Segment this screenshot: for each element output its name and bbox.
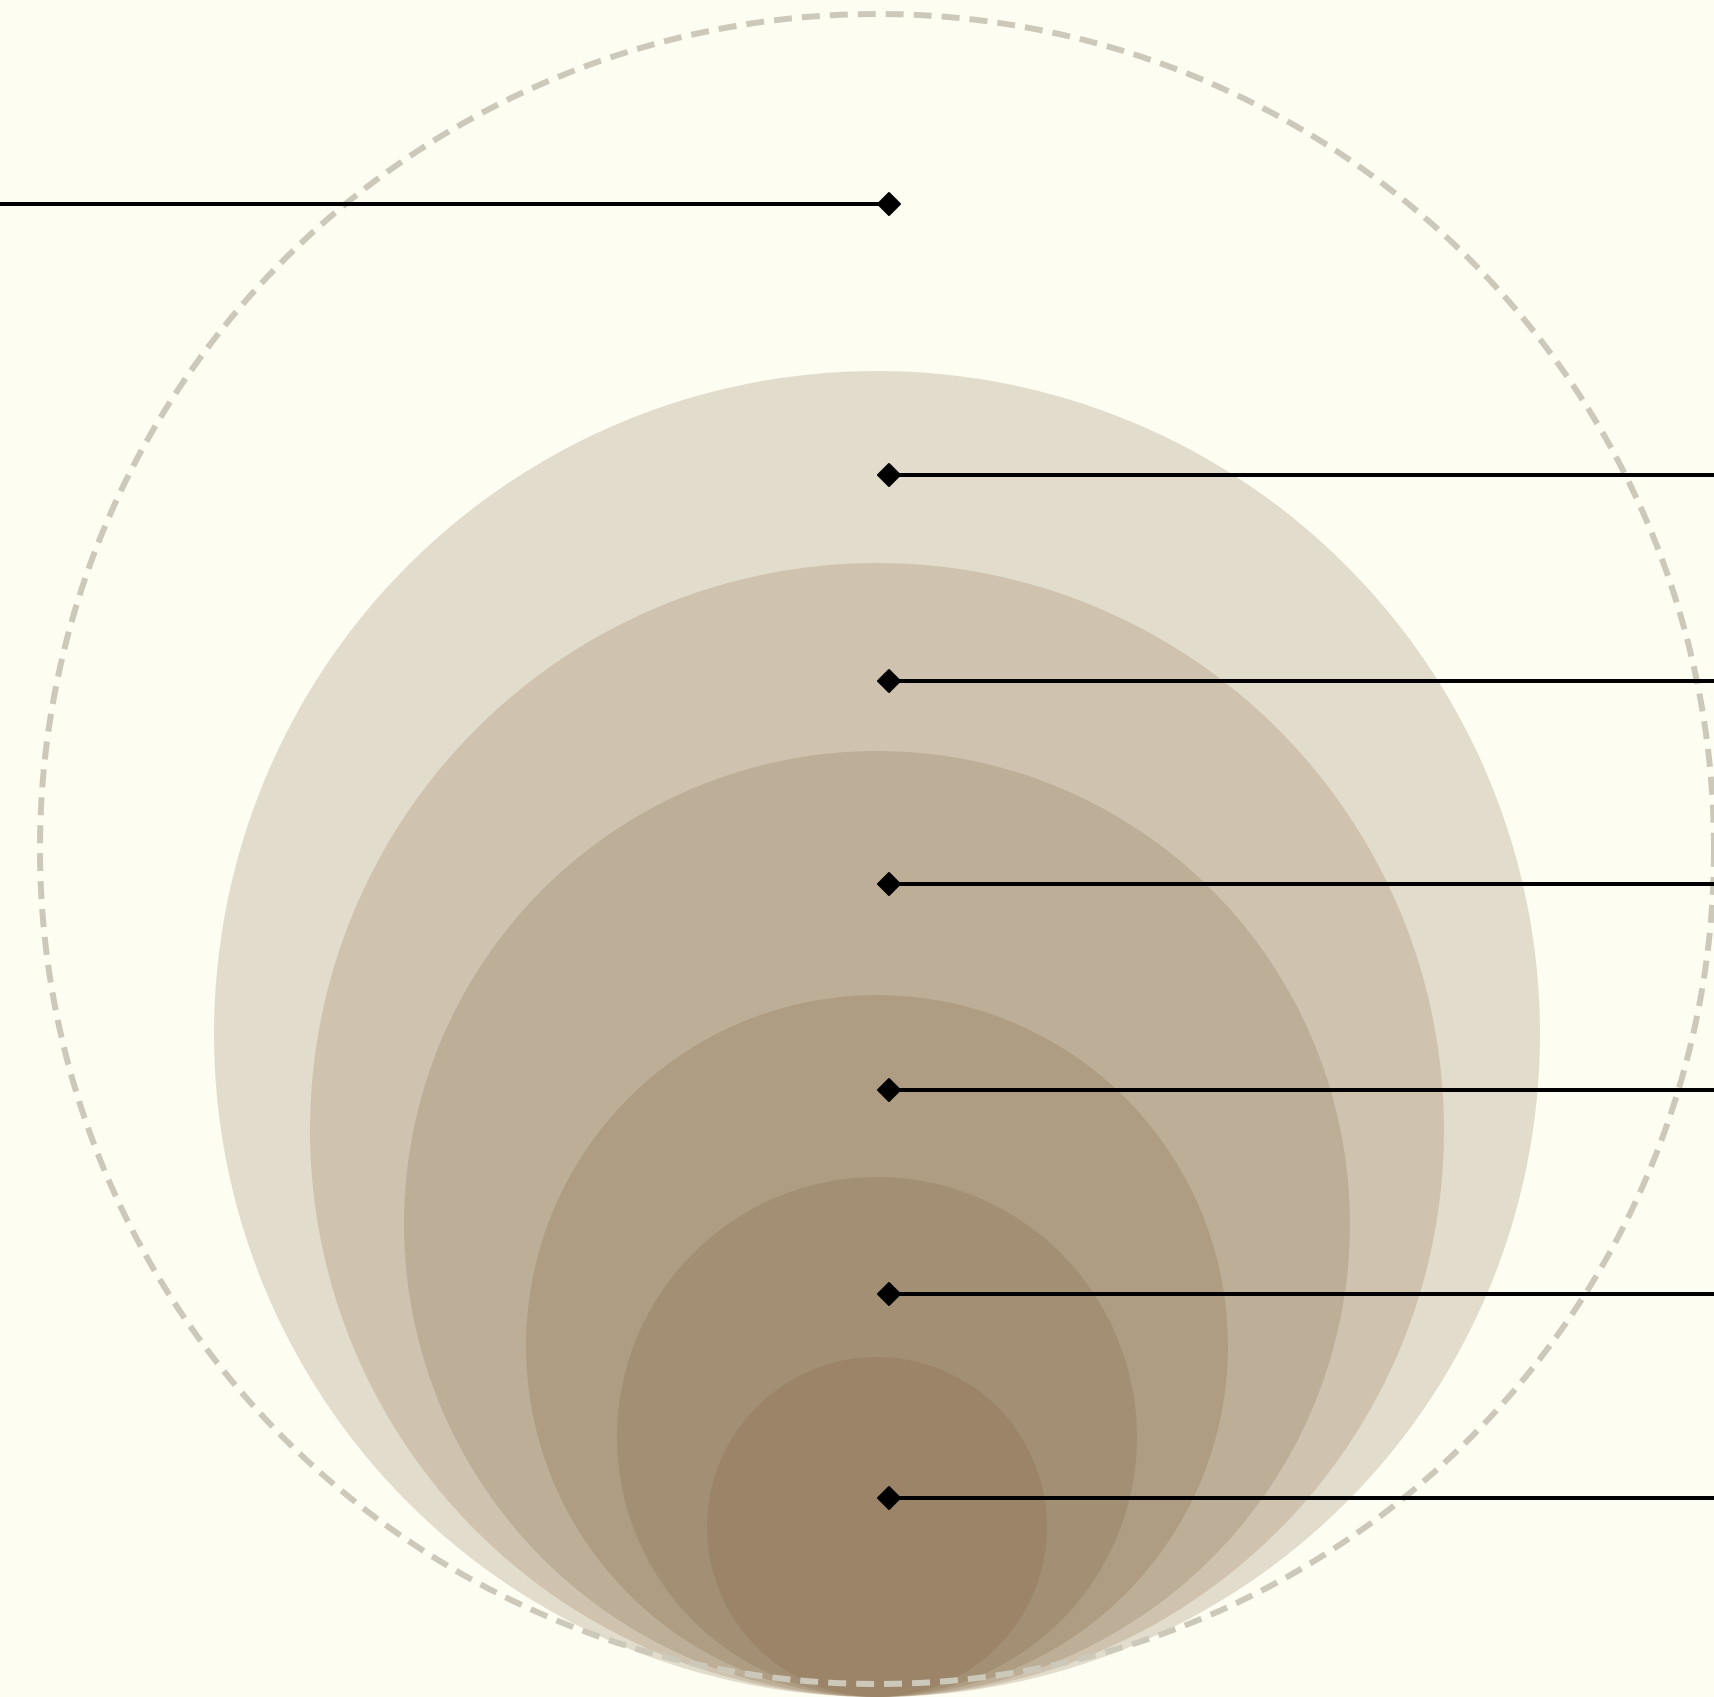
leaders-layer bbox=[0, 192, 1714, 1510]
leader-line-level-6 bbox=[877, 1486, 1714, 1510]
leader-line-level-1-diamond-marker bbox=[877, 463, 901, 487]
leader-line-level-6-diamond-marker bbox=[877, 1486, 901, 1510]
circles-layer bbox=[214, 371, 1540, 1697]
leader-line-level-3-diamond-marker bbox=[877, 872, 901, 896]
leader-line-level-5 bbox=[877, 1282, 1714, 1306]
leader-line-outline bbox=[0, 192, 901, 216]
leader-line-level-1 bbox=[877, 463, 1714, 487]
leader-line-outline-diamond-marker bbox=[877, 192, 901, 216]
leader-line-level-4 bbox=[877, 1078, 1714, 1102]
leader-line-level-5-diamond-marker bbox=[877, 1282, 901, 1306]
nested-circle-level-6 bbox=[707, 1357, 1047, 1697]
leader-line-level-3 bbox=[877, 872, 1714, 896]
leader-line-level-4-diamond-marker bbox=[877, 1078, 901, 1102]
leader-line-level-2-diamond-marker bbox=[877, 669, 901, 693]
leader-line-level-2 bbox=[877, 669, 1714, 693]
